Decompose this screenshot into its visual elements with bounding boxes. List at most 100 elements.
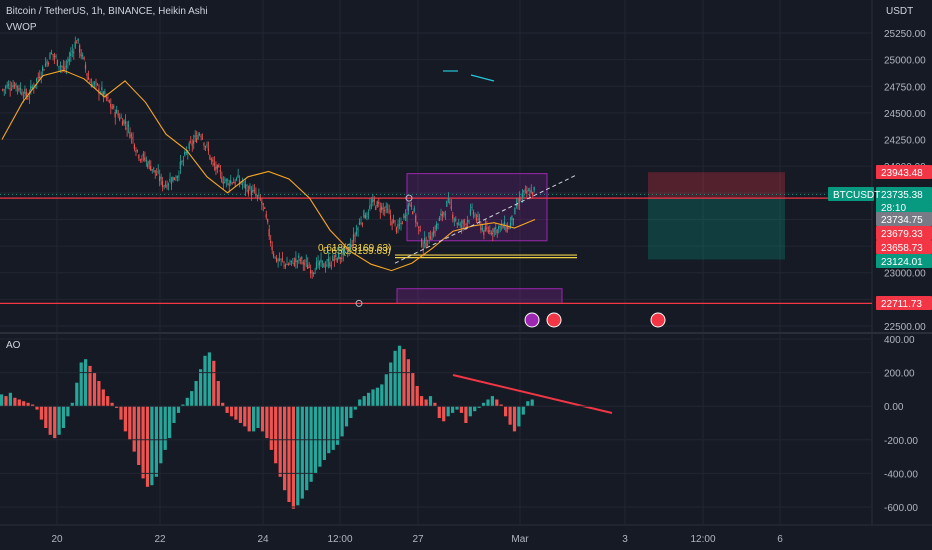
ao-bar	[433, 402, 437, 407]
ao-bar	[172, 406, 176, 423]
candle	[503, 215, 506, 230]
ao-bar	[473, 406, 477, 412]
candle	[218, 163, 220, 168]
candle	[70, 47, 72, 62]
candle	[437, 223, 439, 230]
price-axis-tick: 24750.00	[884, 82, 926, 93]
candle	[306, 257, 309, 269]
ao-bar	[331, 406, 335, 450]
candle	[247, 185, 249, 197]
ao-bar	[380, 384, 384, 407]
ao-bar	[216, 381, 220, 407]
ao-bar	[8, 392, 12, 407]
candle	[302, 259, 304, 271]
price-tag	[876, 212, 932, 226]
candle	[269, 234, 272, 247]
ao-bar	[530, 399, 534, 407]
candle	[423, 231, 426, 249]
price-axis-tick: 23000.00	[884, 269, 926, 280]
ao-bar	[48, 406, 52, 435]
candle	[178, 170, 180, 181]
candle	[412, 210, 414, 215]
ao-axis-tick: 400.00	[884, 335, 915, 346]
candle	[361, 222, 363, 228]
ao-bar	[84, 359, 88, 407]
candle	[222, 176, 224, 190]
ao-bar	[128, 406, 132, 440]
ao-bar	[17, 399, 21, 407]
candle	[93, 81, 95, 88]
indicator-label[interactable]: VWOP	[6, 22, 37, 33]
candle	[225, 178, 227, 188]
candle	[190, 136, 192, 144]
ao-bar	[358, 399, 362, 407]
candle	[286, 256, 288, 266]
candle	[496, 228, 498, 238]
ao-bar	[97, 381, 101, 407]
candle	[74, 36, 76, 49]
ao-bar	[415, 386, 419, 407]
candle	[43, 68, 45, 71]
ao-bar	[508, 406, 512, 425]
candle	[198, 132, 201, 137]
candle	[299, 257, 301, 265]
candle	[406, 212, 408, 222]
candle	[326, 259, 328, 268]
ao-bar	[145, 406, 150, 487]
candle	[283, 260, 285, 269]
candle	[506, 222, 509, 233]
candle	[324, 261, 326, 273]
candle	[338, 246, 340, 260]
candle	[339, 256, 341, 265]
candle	[24, 85, 26, 98]
ao-bar	[79, 362, 83, 407]
candle	[244, 179, 246, 197]
ao-bar	[75, 382, 79, 407]
candle	[449, 198, 451, 205]
candle	[459, 221, 461, 228]
price-tag-value: 23943.48	[881, 168, 923, 179]
ao-bar	[512, 406, 517, 432]
ao-bar	[477, 406, 481, 408]
candle	[336, 257, 338, 263]
ao-bar	[442, 406, 446, 422]
ao-bar	[234, 406, 238, 420]
candle	[139, 158, 141, 163]
candle	[483, 229, 485, 240]
candle	[78, 43, 81, 59]
ao-bar	[322, 406, 326, 460]
candle	[441, 211, 443, 222]
ao-bar	[132, 406, 136, 452]
candle	[76, 40, 78, 44]
ao-bar	[287, 406, 291, 502]
vwap-line	[1, 69, 536, 272]
ao-bar	[203, 355, 207, 407]
candle	[416, 221, 418, 227]
candle	[475, 213, 477, 223]
candle	[232, 177, 235, 184]
price-tag	[876, 187, 932, 201]
ao-bar	[309, 406, 313, 482]
ao-bar	[163, 406, 167, 450]
candle	[259, 194, 261, 202]
candle	[117, 109, 119, 118]
anchor-point	[405, 194, 413, 202]
candle	[382, 202, 384, 216]
ao-label[interactable]: AO	[6, 340, 21, 351]
price-axis-tick: 24500.00	[884, 109, 926, 120]
candle	[164, 180, 167, 188]
candle	[73, 48, 75, 60]
candle	[332, 253, 334, 262]
candle	[518, 191, 520, 211]
candle	[129, 127, 131, 139]
candle	[86, 72, 88, 82]
candle	[290, 260, 292, 266]
ao-bar	[349, 406, 353, 418]
ao-bar	[486, 399, 490, 407]
candle	[166, 180, 168, 190]
time-axis-tick: 12:00	[690, 534, 715, 545]
support-box	[396, 288, 563, 305]
candle	[443, 211, 445, 218]
candle	[113, 104, 115, 110]
